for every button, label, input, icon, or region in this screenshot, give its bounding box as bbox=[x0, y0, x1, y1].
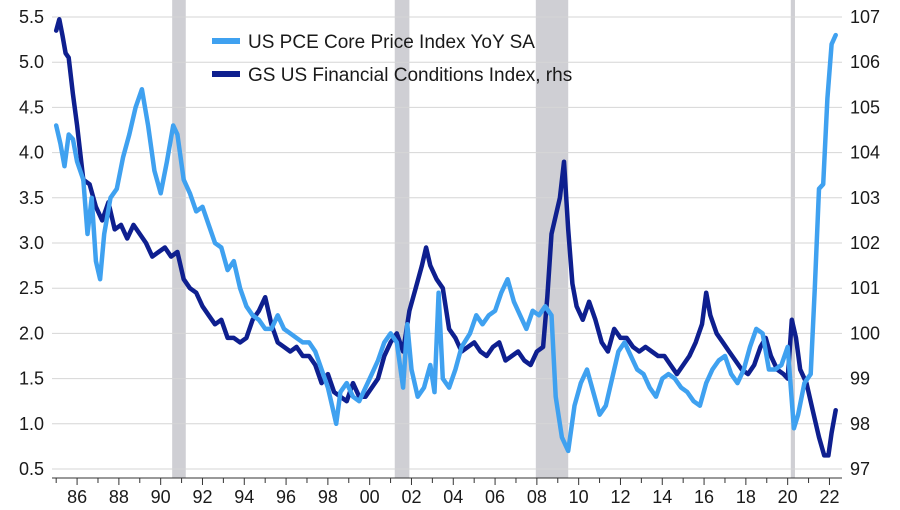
right-tick-label: 107 bbox=[850, 7, 880, 27]
x-tick-label: 94 bbox=[234, 487, 254, 507]
left-tick-label: 5.5 bbox=[19, 7, 44, 27]
right-tick-label: 105 bbox=[850, 97, 880, 117]
x-tick-label: 12 bbox=[610, 487, 630, 507]
right-tick-label: 98 bbox=[850, 414, 870, 434]
right-axis: 97 98 99 100 101 102 103 104 105 106 107 bbox=[850, 7, 880, 479]
x-tick-label: 00 bbox=[360, 487, 380, 507]
right-tick-label: 103 bbox=[850, 188, 880, 208]
recession-band-3 bbox=[790, 0, 795, 478]
right-tick-label: 100 bbox=[850, 323, 880, 343]
right-tick-label: 102 bbox=[850, 233, 880, 253]
left-tick-label: 4.0 bbox=[19, 143, 44, 163]
x-tick-label: 04 bbox=[443, 487, 463, 507]
x-tick-label: 22 bbox=[819, 487, 839, 507]
x-tick-label: 14 bbox=[652, 487, 672, 507]
legend-item-pce: US PCE Core Price Index YoY SA bbox=[212, 32, 535, 53]
x-tick-label: 08 bbox=[527, 487, 547, 507]
right-tick-label: 101 bbox=[850, 278, 880, 298]
left-tick-label: 2.5 bbox=[19, 278, 44, 298]
legend: US PCE Core Price Index YoY SA GS US Fin… bbox=[212, 32, 572, 86]
left-tick-label: 3.0 bbox=[19, 233, 44, 253]
right-tick-label: 97 bbox=[850, 459, 870, 479]
left-tick-label: 4.5 bbox=[19, 97, 44, 117]
x-tick-label: 18 bbox=[736, 487, 756, 507]
x-tick-label: 06 bbox=[485, 487, 505, 507]
x-tick-label: 88 bbox=[109, 487, 129, 507]
left-tick-label: 2.0 bbox=[19, 323, 44, 343]
left-tick-label: 0.5 bbox=[19, 459, 44, 479]
recession-band-0 bbox=[172, 0, 186, 478]
gridlines bbox=[52, 16, 842, 470]
x-tick-label: 92 bbox=[192, 487, 212, 507]
left-axis: 0.5 1.0 1.5 2.0 2.5 3.0 3.5 4.0 4.5 5.0 5.5 bbox=[19, 7, 44, 479]
left-tick-label: 5.0 bbox=[19, 52, 44, 72]
x-tick-label: 16 bbox=[694, 487, 714, 507]
left-tick-label: 3.5 bbox=[19, 188, 44, 208]
legend-item-fci: GS US Financial Conditions Index, rhs bbox=[212, 65, 572, 86]
x-tick-label: 86 bbox=[67, 487, 87, 507]
left-tick-label: 1.5 bbox=[19, 369, 44, 389]
right-tick-label: 104 bbox=[850, 143, 880, 163]
series-line-fci bbox=[53, 17, 838, 458]
legend-label-pce: US PCE Core Price Index YoY SA bbox=[248, 32, 535, 53]
series-line-pce bbox=[53, 32, 838, 454]
x-tick-label: 90 bbox=[151, 487, 171, 507]
right-tick-label: 99 bbox=[850, 369, 870, 389]
x-tick-label: 20 bbox=[778, 487, 798, 507]
series-lines bbox=[53, 17, 838, 458]
x-tick-label: 98 bbox=[318, 487, 338, 507]
x-tick-label: 10 bbox=[569, 487, 589, 507]
x-tick-label: 96 bbox=[276, 487, 296, 507]
legend-label-fci: GS US Financial Conditions Index, rhs bbox=[248, 65, 572, 86]
left-tick-label: 1.0 bbox=[19, 414, 44, 434]
right-tick-label: 106 bbox=[850, 52, 880, 72]
x-tick-label: 02 bbox=[401, 487, 421, 507]
x-axis: 86 88 90 92 94 96 98 00 02 04 06 08 10 12 14 16 18 20 22 bbox=[52, 477, 842, 507]
